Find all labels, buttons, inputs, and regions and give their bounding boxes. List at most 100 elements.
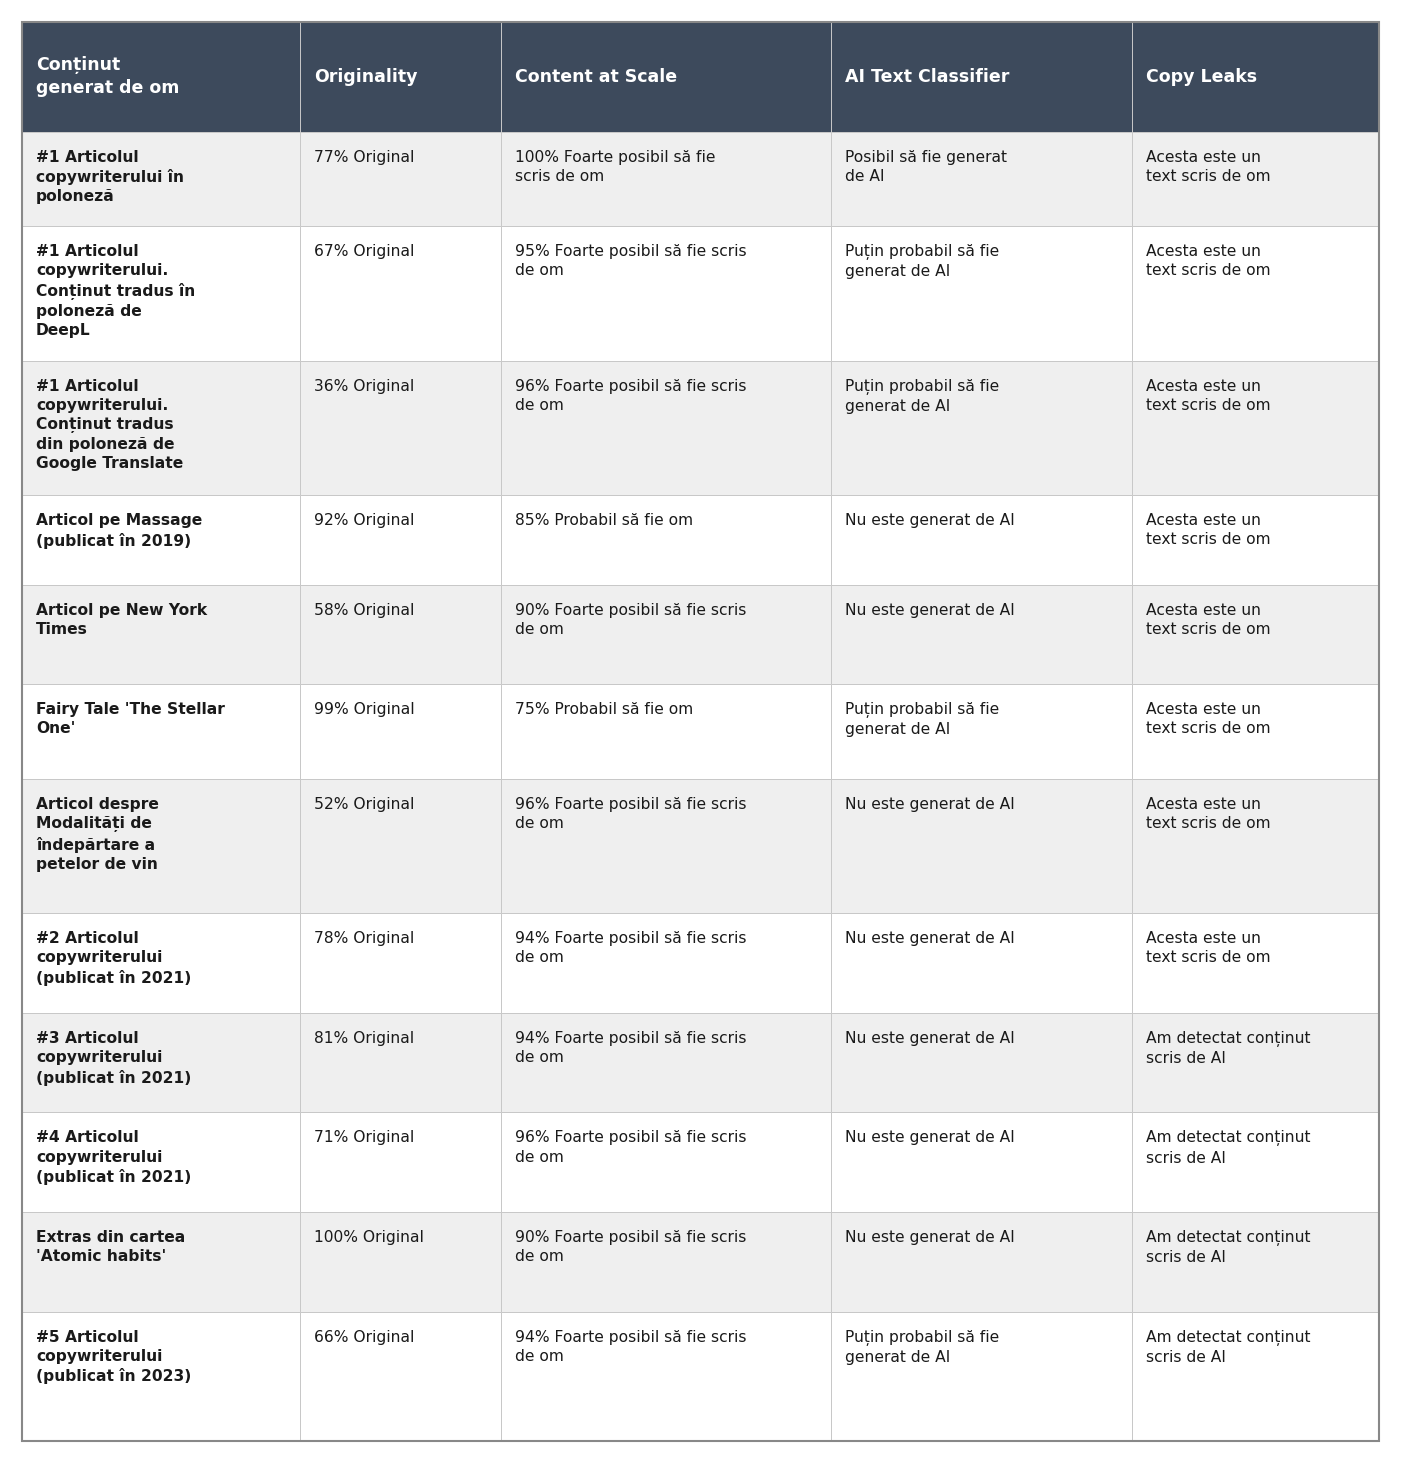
Text: Acesta este un
text scris de om: Acesta este un text scris de om — [1146, 932, 1271, 966]
Text: 92% Original: 92% Original — [314, 514, 415, 528]
Text: 90% Foarte posibil să fie scris
de om: 90% Foarte posibil să fie scris de om — [516, 1230, 747, 1264]
Bar — [22, 685, 300, 778]
Text: Puțin probabil să fie
generat de AI: Puțin probabil să fie generat de AI — [845, 702, 999, 737]
Bar — [1132, 778, 1379, 913]
Bar — [831, 360, 1132, 494]
Text: 94% Foarte posibil să fie scris
de om: 94% Foarte posibil să fie scris de om — [516, 1330, 747, 1364]
Text: Nu este generat de AI: Nu este generat de AI — [845, 514, 1014, 528]
Bar — [502, 778, 831, 913]
Bar — [831, 132, 1132, 227]
Bar — [502, 360, 831, 494]
Bar — [300, 1311, 502, 1441]
Text: 75% Probabil să fie om: 75% Probabil să fie om — [516, 702, 693, 717]
Bar — [22, 1112, 300, 1211]
Text: Acesta este un
text scris de om: Acesta este un text scris de om — [1146, 379, 1271, 413]
Text: Nu este generat de AI: Nu este generat de AI — [845, 1230, 1014, 1245]
Text: #4 Articolul
copywriterului
(publicat în 2021): #4 Articolul copywriterului (publicat în… — [36, 1131, 192, 1185]
Bar — [502, 1112, 831, 1211]
Text: 71% Original: 71% Original — [314, 1131, 415, 1146]
Text: #1 Articolul
copywriterului.
Conținut tradus
din poloneză de
Google Translate: #1 Articolul copywriterului. Conținut tr… — [36, 379, 184, 471]
Bar — [300, 360, 502, 494]
Bar — [502, 913, 831, 1012]
Text: Posibil să fie generat
de AI: Posibil să fie generat de AI — [845, 149, 1007, 184]
Text: Content at Scale: Content at Scale — [516, 67, 677, 86]
Bar — [22, 585, 300, 685]
Bar — [1132, 132, 1379, 227]
Text: 36% Original: 36% Original — [314, 379, 415, 394]
Bar — [502, 1012, 831, 1112]
Bar — [1132, 913, 1379, 1012]
Bar — [831, 22, 1132, 132]
Text: 100% Foarte posibil să fie
scris de om: 100% Foarte posibil să fie scris de om — [516, 149, 716, 184]
Text: Acesta este un
text scris de om: Acesta este un text scris de om — [1146, 797, 1271, 831]
Text: 96% Foarte posibil să fie scris
de om: 96% Foarte posibil să fie scris de om — [516, 1131, 747, 1165]
Text: Fairy Tale 'The Stellar
One': Fairy Tale 'The Stellar One' — [36, 702, 226, 736]
Bar — [22, 1012, 300, 1112]
Text: Copy Leaks: Copy Leaks — [1146, 67, 1257, 86]
Text: 77% Original: 77% Original — [314, 149, 415, 164]
Bar — [300, 22, 502, 132]
Bar — [22, 1211, 300, 1311]
Bar — [300, 685, 502, 778]
Bar — [1132, 1211, 1379, 1311]
Bar — [831, 913, 1132, 1012]
Text: Acesta este un
text scris de om: Acesta este un text scris de om — [1146, 603, 1271, 636]
Bar — [1132, 22, 1379, 132]
Text: #3 Articolul
copywriterului
(publicat în 2021): #3 Articolul copywriterului (publicat în… — [36, 1031, 192, 1086]
Bar — [831, 1012, 1132, 1112]
Text: 100% Original: 100% Original — [314, 1230, 425, 1245]
Bar — [1132, 360, 1379, 494]
Text: 81% Original: 81% Original — [314, 1031, 415, 1046]
Text: Am detectat conținut
scris de AI: Am detectat conținut scris de AI — [1146, 1230, 1310, 1265]
Text: 96% Foarte posibil să fie scris
de om: 96% Foarte posibil să fie scris de om — [516, 797, 747, 831]
Text: 96% Foarte posibil să fie scris
de om: 96% Foarte posibil să fie scris de om — [516, 379, 747, 413]
Bar — [1132, 1112, 1379, 1211]
Bar — [22, 778, 300, 913]
Text: 94% Foarte posibil să fie scris
de om: 94% Foarte posibil să fie scris de om — [516, 932, 747, 966]
Text: Conținut
generat de om: Conținut generat de om — [36, 56, 179, 97]
Text: 58% Original: 58% Original — [314, 603, 415, 617]
Bar — [300, 778, 502, 913]
Bar — [300, 494, 502, 585]
Bar — [22, 494, 300, 585]
Text: #2 Articolul
copywriterului
(publicat în 2021): #2 Articolul copywriterului (publicat în… — [36, 932, 192, 986]
Bar — [502, 1311, 831, 1441]
Bar — [831, 1311, 1132, 1441]
Bar — [502, 132, 831, 227]
Text: Acesta este un
text scris de om: Acesta este un text scris de om — [1146, 702, 1271, 736]
Text: 52% Original: 52% Original — [314, 797, 415, 812]
Text: 66% Original: 66% Original — [314, 1330, 415, 1344]
Text: Nu este generat de AI: Nu este generat de AI — [845, 603, 1014, 617]
Bar — [502, 22, 831, 132]
Bar — [831, 685, 1132, 778]
Bar — [502, 585, 831, 685]
Bar — [831, 1211, 1132, 1311]
Bar — [22, 913, 300, 1012]
Bar — [22, 22, 300, 132]
Text: #1 Articolul
copywriterului în
poloneză: #1 Articolul copywriterului în poloneză — [36, 149, 184, 205]
Text: Am detectat conținut
scris de AI: Am detectat conținut scris de AI — [1146, 1031, 1310, 1067]
Text: 85% Probabil să fie om: 85% Probabil să fie om — [516, 514, 693, 528]
Text: #1 Articolul
copywriterului.
Conținut tradus în
poloneză de
DeepL: #1 Articolul copywriterului. Conținut tr… — [36, 244, 195, 338]
Text: 67% Original: 67% Original — [314, 244, 415, 259]
Text: Acesta este un
text scris de om: Acesta este un text scris de om — [1146, 514, 1271, 547]
Bar — [22, 132, 300, 227]
Bar — [300, 132, 502, 227]
Text: Articol pe New York
Times: Articol pe New York Times — [36, 603, 207, 636]
Bar — [831, 494, 1132, 585]
Text: Am detectat conținut
scris de AI: Am detectat conținut scris de AI — [1146, 1330, 1310, 1365]
Text: Acesta este un
text scris de om: Acesta este un text scris de om — [1146, 244, 1271, 278]
Text: Nu este generat de AI: Nu este generat de AI — [845, 1031, 1014, 1046]
Text: 99% Original: 99% Original — [314, 702, 415, 717]
Text: Nu este generat de AI: Nu este generat de AI — [845, 932, 1014, 947]
Bar — [300, 1112, 502, 1211]
Bar — [831, 778, 1132, 913]
Bar — [22, 1311, 300, 1441]
Bar — [300, 1211, 502, 1311]
Text: Originality: Originality — [314, 67, 417, 86]
Bar — [300, 585, 502, 685]
Text: 95% Foarte posibil să fie scris
de om: 95% Foarte posibil să fie scris de om — [516, 244, 747, 278]
Text: Articol pe Massage
(publicat în 2019): Articol pe Massage (publicat în 2019) — [36, 514, 202, 549]
Bar — [300, 1012, 502, 1112]
Text: Nu este generat de AI: Nu este generat de AI — [845, 797, 1014, 812]
